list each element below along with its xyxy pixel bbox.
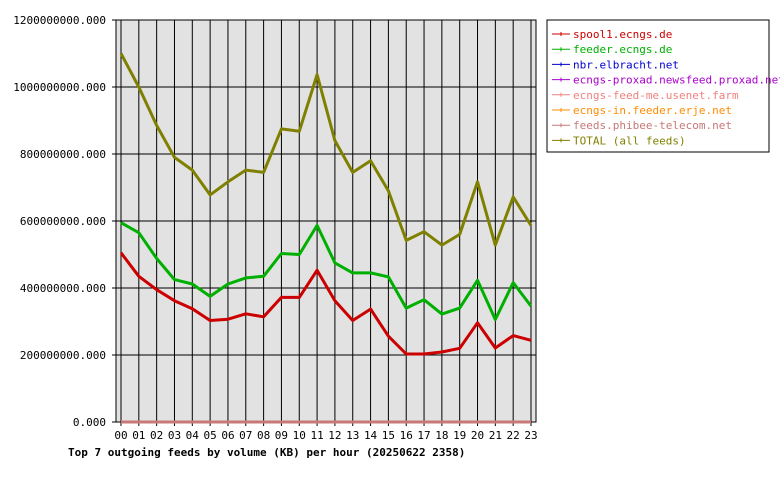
x-tick-label: 22: [507, 429, 520, 442]
x-tick-label: 10: [293, 429, 306, 442]
x-tick-label: 12: [328, 429, 341, 442]
legend-label: ecngs-proxad.newsfeed.proxad.net: [573, 74, 780, 87]
legend-label: ecngs-in.feeder.erje.net: [573, 104, 732, 117]
y-tick-label: 200000000.000: [20, 349, 106, 362]
x-tick-label: 13: [346, 429, 359, 442]
y-tick-label: 400000000.000: [20, 282, 106, 295]
x-tick-label: 18: [435, 429, 448, 442]
y-tick-label: 1200000000.000: [13, 14, 106, 27]
series-line: [120, 221, 533, 321]
x-tick-label: 11: [310, 429, 323, 442]
x-tick-label: 00: [114, 429, 127, 442]
legend-label: feeder.ecngs.de: [573, 43, 672, 56]
series-line: [119, 251, 532, 356]
x-tick-label: 16: [400, 429, 413, 442]
x-tick-label: 02: [150, 429, 163, 442]
legend-label: spool1.ecngs.de: [573, 28, 672, 41]
x-tick-label: 05: [204, 429, 217, 442]
x-tick-label: 01: [132, 429, 145, 442]
y-axis-labels: 0.000 200000000.000 400000000.000 600000000…: [13, 14, 106, 429]
x-tick-label: 14: [364, 429, 378, 442]
x-tick-label: 09: [275, 429, 288, 442]
x-tick-label: 08: [257, 429, 270, 442]
legend: spool1.ecngs.de feeder.ecngs.de nbr.elbrac…: [546, 19, 780, 153]
x-tick-label: 07: [239, 429, 252, 442]
x-tick-label: 15: [382, 429, 395, 442]
series-lines: [119, 52, 533, 424]
chart-title: Top 7 outgoing feeds by volume (KB) per …: [68, 446, 465, 459]
series-line: [119, 52, 533, 247]
x-tick-label: 23: [524, 429, 537, 442]
y-tick-label: 800000000.000: [20, 148, 106, 161]
x-tick-label: 20: [471, 429, 484, 442]
legend-label: nbr.elbracht.net: [573, 58, 679, 71]
legend-label: feeds.phibee-telecom.net: [573, 119, 732, 132]
x-tick-label: 04: [186, 429, 200, 442]
x-axis-labels: 00 01 02 03 04 05 06 07 08 09 10 11 12 13 14 15 16 17 18 19…: [114, 429, 537, 442]
legend-label: ecngs-feed-me.usenet.farm: [573, 89, 739, 102]
x-tick-label: 17: [417, 429, 430, 442]
x-tick-label: 21: [489, 429, 502, 442]
x-tick-label: 19: [453, 429, 466, 442]
x-tick-label: 03: [168, 429, 181, 442]
y-tick-label: 0.000: [73, 416, 106, 429]
y-tick-label: 1000000000.000: [13, 81, 106, 94]
y-tick-label: 600000000.000: [20, 215, 106, 228]
x-tick-label: 06: [221, 429, 234, 442]
legend-box: [546, 19, 770, 153]
legend-label: TOTAL (all feeds): [573, 134, 686, 147]
